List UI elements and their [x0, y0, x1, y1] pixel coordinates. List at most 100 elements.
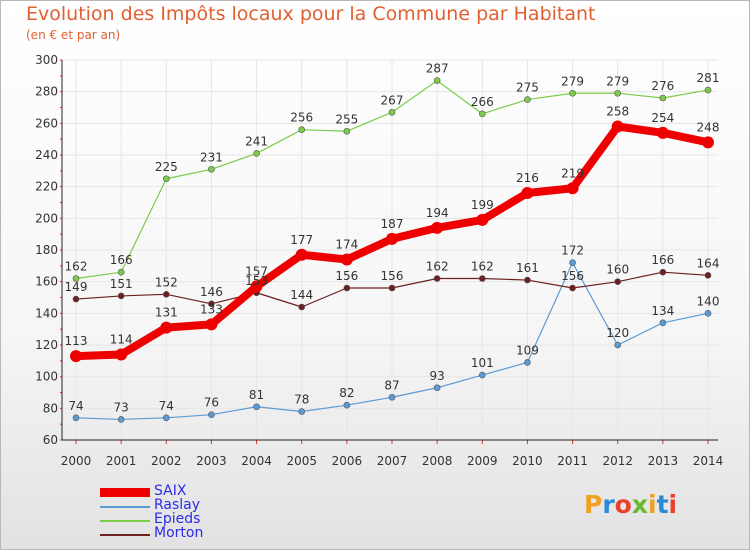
- legend-item-raslay: Raslay: [100, 497, 300, 514]
- data-point-saix: [476, 213, 489, 226]
- x-tick-label: 2004: [241, 454, 272, 468]
- logo-letter: r: [602, 490, 615, 519]
- data-label-morton: 166: [651, 253, 674, 267]
- data-point-raslay: [208, 411, 215, 418]
- legend-label: Epieds: [154, 511, 201, 527]
- data-point-raslay: [478, 371, 486, 379]
- y-tick-label: 300: [35, 53, 58, 67]
- data-label-saix: 174: [335, 238, 358, 252]
- data-point-raslay: [569, 259, 576, 266]
- data-label-morton: 164: [697, 256, 720, 270]
- data-label-morton: 160: [606, 263, 629, 277]
- y-tick-label: 260: [35, 116, 58, 130]
- chart-title: Evolution des Impôts locaux pour la Comm…: [26, 3, 596, 25]
- y-tick-label: 160: [35, 275, 58, 289]
- data-point-morton: [433, 275, 441, 282]
- data-label-epieds: 162: [65, 260, 88, 274]
- x-tick-label: 2000: [61, 454, 92, 468]
- x-tick-label: 2011: [557, 454, 588, 468]
- data-point-saix: [250, 280, 263, 293]
- data-point-morton: [478, 275, 486, 282]
- x-tick-label: 2005: [286, 454, 317, 468]
- data-point-saix: [295, 248, 308, 261]
- data-label-morton: 161: [516, 261, 539, 275]
- data-point-saix: [340, 253, 353, 266]
- data-point-morton: [388, 284, 396, 292]
- data-point-saix: [70, 350, 82, 363]
- data-label-raslay: 74: [68, 399, 83, 413]
- data-point-saix: [160, 321, 173, 334]
- data-point-morton: [569, 284, 576, 292]
- axes: 60 80 100 120 140 160 180 200 220 240 260 280 300 200…: [35, 53, 723, 468]
- data-point-saix: [656, 126, 669, 139]
- data-label-morton: 152: [155, 275, 178, 289]
- data-label-epieds: 241: [245, 134, 268, 148]
- data-point-raslay: [433, 384, 441, 392]
- legend-item-saix: SAIX: [100, 483, 300, 500]
- data-point-raslay: [704, 310, 712, 317]
- y-tick-label: 200: [35, 211, 58, 225]
- data-point-epieds: [72, 275, 80, 282]
- legend-item-epieds: Epieds: [100, 511, 300, 528]
- data-label-epieds: 279: [561, 74, 584, 88]
- data-point-raslay: [524, 359, 531, 366]
- data-point-epieds: [253, 150, 260, 157]
- data-point-saix: [566, 182, 579, 195]
- data-label-morton: 146: [200, 285, 223, 299]
- y-tick-label: 100: [35, 370, 58, 384]
- data-label-saix: 133: [200, 302, 223, 316]
- legend-swatch: [100, 520, 150, 522]
- data-label-epieds: 231: [200, 150, 223, 164]
- data-label-epieds: 279: [606, 74, 629, 88]
- x-tick-label: 2002: [151, 454, 182, 468]
- data-point-morton: [659, 268, 667, 276]
- data-point-saix: [386, 232, 398, 245]
- legend-swatch: [100, 534, 150, 536]
- data-label-raslay: 74: [159, 399, 174, 413]
- data-point-epieds: [388, 108, 396, 116]
- x-tick-label: 2012: [602, 454, 633, 468]
- data-label-saix: 258: [606, 105, 629, 119]
- data-label-epieds: 225: [155, 160, 178, 174]
- data-point-morton: [117, 292, 125, 300]
- data-point-epieds: [208, 165, 215, 173]
- data-point-saix: [431, 221, 444, 234]
- data-point-morton: [343, 284, 351, 292]
- y-tick-label: 120: [35, 338, 58, 352]
- legend-label: SAIX: [154, 483, 187, 499]
- x-tick-label: 2014: [693, 454, 724, 468]
- data-label-morton: 162: [471, 260, 494, 274]
- data-label-saix: 199: [471, 198, 494, 212]
- logo-letter: t: [656, 490, 669, 519]
- data-label-raslay: 73: [114, 400, 129, 414]
- data-label-epieds: 267: [381, 93, 404, 107]
- data-point-epieds: [659, 94, 667, 102]
- data-point-epieds: [524, 96, 531, 103]
- data-label-morton: 153: [245, 274, 268, 288]
- data-label-epieds: 276: [651, 79, 674, 93]
- data-point-saix: [115, 348, 128, 361]
- data-label-raslay: 87: [384, 378, 399, 392]
- y-tick-label: 80: [43, 401, 58, 415]
- data-label-epieds: 281: [697, 71, 720, 85]
- data-labels: 113 114 131 133 157 177 174 187 194 199 216 219 258 2…: [65, 62, 720, 415]
- x-tick-label: 2013: [648, 454, 679, 468]
- logo-letter: P: [584, 490, 603, 519]
- data-label-epieds: 255: [335, 112, 358, 126]
- data-point-raslay: [614, 341, 622, 349]
- data-label-morton: 156: [561, 269, 584, 283]
- data-point-morton: [524, 276, 531, 284]
- data-label-morton: 156: [335, 269, 358, 283]
- data-label-saix: 187: [381, 217, 404, 231]
- logo-letter: x: [631, 490, 648, 519]
- data-point-epieds: [298, 126, 306, 133]
- data-point-raslay: [162, 414, 170, 422]
- data-label-raslay: 120: [606, 326, 629, 340]
- data-label-saix: 113: [65, 334, 88, 348]
- x-tick-label: 2007: [377, 454, 408, 468]
- legend-item-morton: Morton: [100, 525, 300, 542]
- data-label-raslay: 93: [430, 369, 445, 383]
- y-tick-label: 240: [35, 148, 58, 162]
- data-label-epieds: 266: [471, 95, 494, 109]
